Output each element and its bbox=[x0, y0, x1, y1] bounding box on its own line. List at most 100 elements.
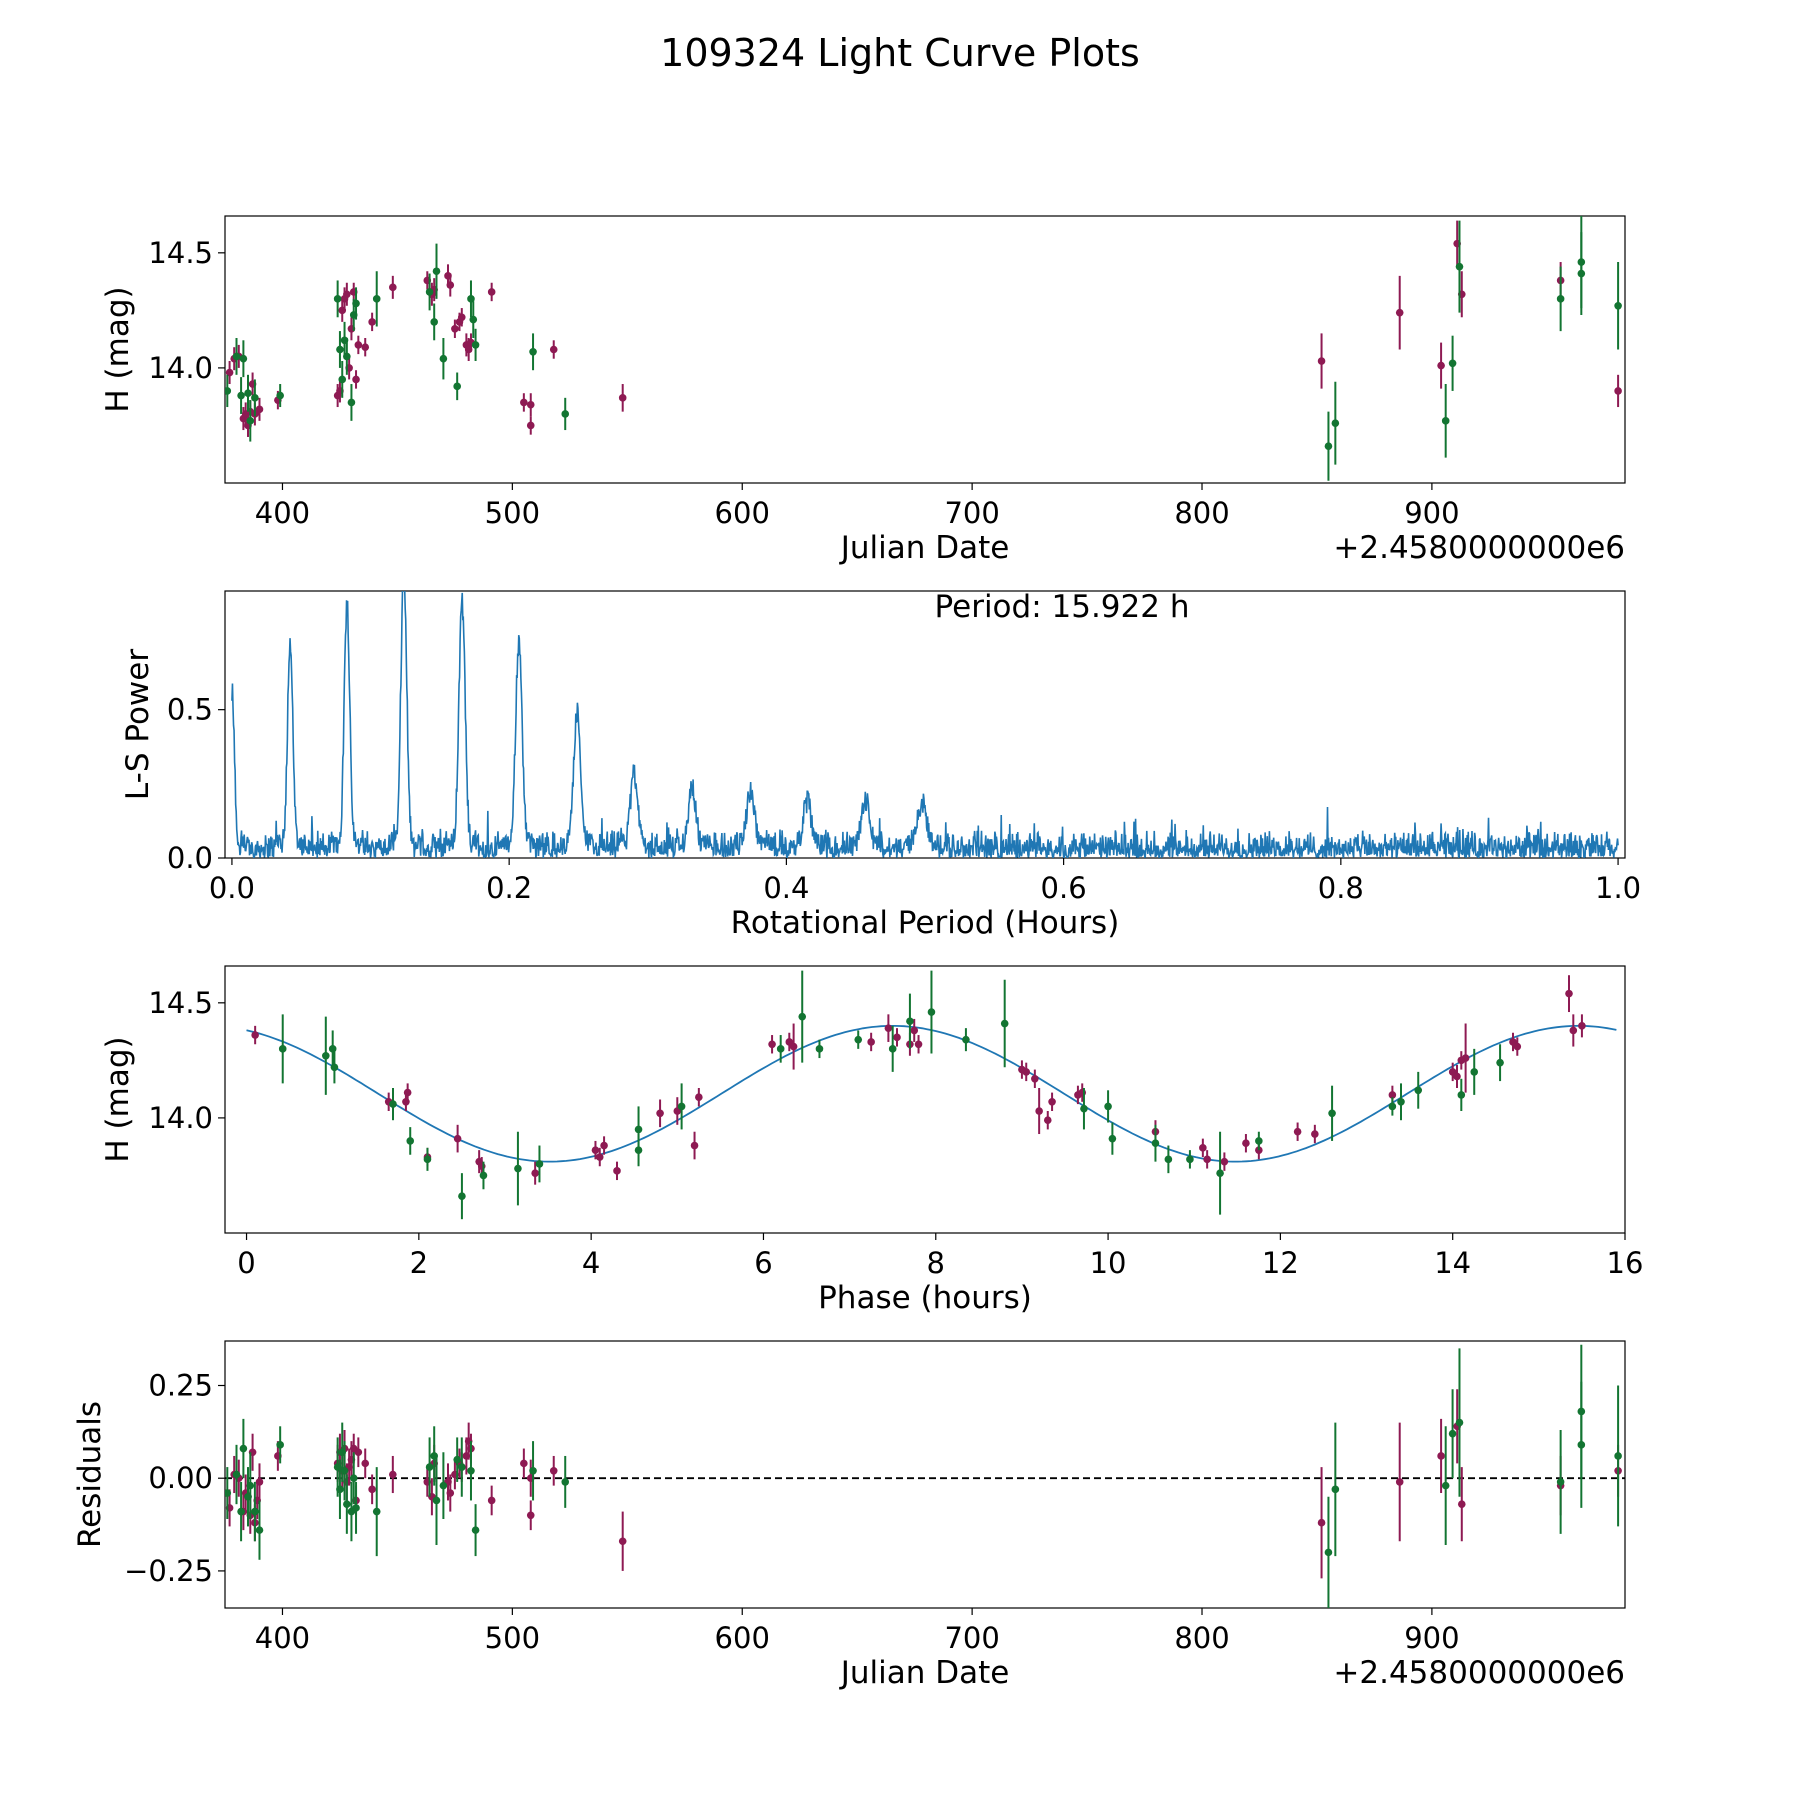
periodogram-x-tick-label: 0.4 bbox=[763, 871, 809, 905]
raw-y-tick-label: 14.5 bbox=[148, 236, 213, 270]
residuals-green-point bbox=[471, 1526, 480, 1534]
phased-red-point bbox=[893, 1033, 901, 1042]
raw-green-point bbox=[453, 382, 461, 391]
periodogram-plot-content bbox=[231, 591, 1619, 858]
raw-green-point bbox=[333, 295, 342, 303]
raw-red-point bbox=[354, 341, 363, 349]
residuals-green-point bbox=[239, 1444, 248, 1453]
raw-green-point bbox=[246, 417, 255, 425]
raw-green-point bbox=[439, 354, 448, 363]
residuals-green-point bbox=[1577, 1441, 1586, 1449]
phased-red-point bbox=[867, 1038, 875, 1046]
phased-red-point bbox=[591, 1146, 600, 1154]
raw-green-point bbox=[232, 352, 241, 361]
phased-green-point bbox=[962, 1035, 970, 1044]
phased-red-point bbox=[1388, 1091, 1397, 1099]
raw-green-point bbox=[467, 295, 475, 303]
periodogram-power-line bbox=[231, 591, 1619, 858]
residuals-red-point bbox=[526, 1511, 535, 1520]
residuals-green-point bbox=[349, 1474, 358, 1483]
raw-red-point bbox=[520, 398, 528, 407]
residuals-x-tick-label: 600 bbox=[715, 1621, 770, 1655]
periodogram-x-tick-label: 0.6 bbox=[1041, 871, 1087, 905]
phased-y-ticks: 14.0 14.5 bbox=[148, 986, 225, 1135]
phased-green-point bbox=[1151, 1139, 1160, 1148]
raw-green-point bbox=[276, 391, 284, 400]
phased-green-point bbox=[1104, 1102, 1112, 1111]
phased-green-point bbox=[888, 1045, 897, 1053]
phased-y-axis-label: H (mag) bbox=[100, 1036, 136, 1162]
residuals-green-point bbox=[340, 1466, 349, 1475]
phased-green-point bbox=[1000, 1019, 1009, 1028]
residuals-red-point bbox=[1395, 1478, 1404, 1486]
raw-green-point bbox=[561, 410, 570, 418]
plot-area-raw bbox=[224, 215, 1626, 484]
periodogram-x-axis-label: Rotational Period (Hours) bbox=[731, 905, 1120, 941]
phased-red-point bbox=[1453, 1072, 1461, 1081]
residuals-x-tick-label: 700 bbox=[944, 1621, 999, 1655]
residuals-x-offset-label: +2.4580000000e6 bbox=[1333, 1655, 1625, 1691]
raw-plot-content bbox=[225, 216, 1622, 481]
raw-x-tick-label: 700 bbox=[944, 496, 999, 530]
raw-x-tick-label: 800 bbox=[1174, 496, 1229, 530]
phased-green-point bbox=[677, 1102, 686, 1111]
phased-red-point bbox=[1199, 1144, 1207, 1152]
phased-x-tick-label: 6 bbox=[754, 1246, 772, 1280]
periodogram-x-tick-label: 0.0 bbox=[209, 871, 255, 905]
phased-x-tick-label: 8 bbox=[927, 1246, 945, 1280]
phased-green-point bbox=[1255, 1137, 1263, 1145]
panel-raw-light-curve: 400 500 600 700 800 900 14.014.5 Julian Date … bbox=[100, 215, 1626, 566]
phased-x-tick-label: 2 bbox=[410, 1246, 428, 1280]
phased-green-point bbox=[1388, 1102, 1397, 1111]
raw-red-point bbox=[487, 288, 496, 296]
phased-green-point bbox=[1186, 1155, 1194, 1164]
phased-green-point bbox=[634, 1125, 643, 1134]
phased-red-point bbox=[1578, 1022, 1586, 1030]
phased-plot-content bbox=[246, 970, 1617, 1220]
periodogram-x-tick-label: 0.8 bbox=[1318, 871, 1364, 905]
periodogram-y-ticks: 0.0 0.5 bbox=[167, 693, 225, 875]
raw-green-point bbox=[1577, 258, 1586, 266]
panel-periodogram: 0.0 0.2 0.4 0.6 0.8 1.0 0.0 0.5 Period: 15.922… bbox=[120, 589, 1641, 941]
residuals-green-point bbox=[237, 1507, 245, 1516]
residuals-x-ticks: 400 500 600 700 800 900 bbox=[255, 1608, 1460, 1655]
phased-red-point bbox=[403, 1088, 412, 1097]
phased-red-point bbox=[1031, 1074, 1039, 1083]
phased-green-point bbox=[406, 1137, 415, 1145]
phased-red-point bbox=[789, 1042, 798, 1051]
residuals-green-point bbox=[372, 1507, 381, 1516]
residuals-green-point bbox=[251, 1507, 259, 1516]
plot-area-residuals bbox=[224, 1340, 1626, 1609]
raw-y-ticks: 14.0 14.5 bbox=[148, 236, 225, 385]
phased-x-tick-label: 0 bbox=[237, 1246, 255, 1280]
residuals-green-point bbox=[453, 1455, 461, 1464]
phased-x-ticks: 0 2 4 6 8 10 12 14 16 bbox=[237, 1233, 1643, 1280]
raw-green-point bbox=[471, 341, 480, 349]
raw-y-axis-label: H (mag) bbox=[100, 286, 136, 412]
residuals-red-point bbox=[618, 1537, 627, 1546]
residuals-y-tick-label: −0.25 bbox=[124, 1554, 213, 1588]
residuals-green-point bbox=[352, 1504, 360, 1512]
phased-green-point bbox=[927, 1008, 936, 1016]
raw-green-point bbox=[1556, 295, 1565, 303]
phased-red-point bbox=[884, 1024, 893, 1032]
phased-red-point bbox=[531, 1169, 539, 1177]
residuals-x-axis-label: Julian Date bbox=[839, 1655, 1010, 1691]
phased-x-tick-label: 10 bbox=[1090, 1246, 1127, 1280]
phased-green-point bbox=[1470, 1068, 1479, 1076]
raw-green-point bbox=[338, 375, 347, 384]
residuals-green-point bbox=[1556, 1478, 1565, 1486]
phased-x-tick-label: 4 bbox=[582, 1246, 600, 1280]
panel-residuals: 400 500 600 700 800 900 0.25 0.00 −0.25 Julian … bbox=[72, 1340, 1626, 1691]
phased-green-point bbox=[278, 1045, 287, 1053]
raw-red-point bbox=[1317, 357, 1326, 365]
plot-area-phased bbox=[224, 965, 1626, 1234]
phased-green-point bbox=[815, 1045, 824, 1053]
raw-red-point bbox=[389, 283, 397, 292]
phased-red-point bbox=[914, 1040, 923, 1049]
residuals-red-point bbox=[1457, 1500, 1466, 1508]
phased-green-point bbox=[322, 1051, 330, 1060]
residuals-green-point bbox=[1331, 1485, 1340, 1494]
phased-red-point bbox=[1293, 1127, 1302, 1136]
